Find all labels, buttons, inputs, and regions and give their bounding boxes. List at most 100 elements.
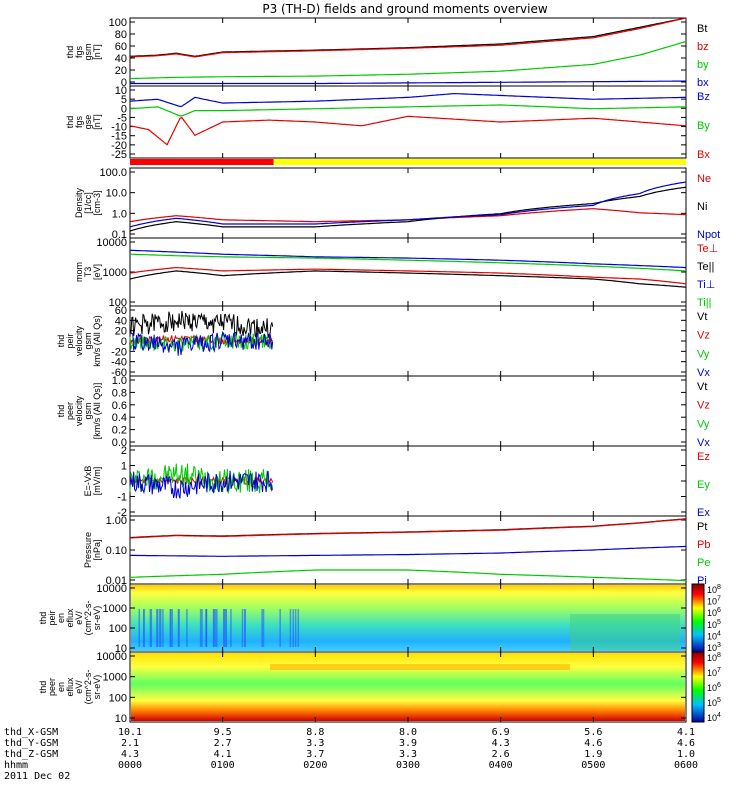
y-tick-label: 10000 [96, 237, 127, 249]
y-tick-label: 0.2 [112, 425, 127, 437]
legend-Bx: Bx [697, 149, 710, 161]
series-Ti⊥ [129, 249, 687, 269]
y-tick-label: 100 [109, 692, 127, 704]
y-tick-label: 100 [109, 17, 127, 29]
y-tick-label: -2 [117, 507, 127, 519]
series-Pe [129, 569, 686, 582]
ephemeris-row-label: thd_Y-GSM [4, 738, 59, 749]
series-Pt [129, 518, 687, 539]
heatmap-streak [149, 609, 152, 647]
series-Vt [129, 310, 274, 339]
y-tick-label: 80 [115, 29, 127, 41]
y-tick-label: 0.0 [112, 437, 127, 449]
y-tick-label: 0 [121, 336, 127, 348]
y-axis-label: peer [65, 402, 75, 420]
heatmap-streak [279, 609, 281, 647]
y-axis-label: mom [74, 262, 84, 282]
y-tick-label: 1 [121, 461, 127, 473]
y-axis-label: [eV] [92, 264, 102, 280]
y-axis-label: en [56, 613, 66, 623]
colorbar-tick: 105 [707, 619, 721, 630]
legend-Vy: Vy [697, 348, 710, 360]
heatmap-streak [225, 609, 227, 647]
ephemeris-value: 9.5 [213, 727, 232, 738]
y-axis-label: thd [56, 335, 66, 348]
heatmap-region [570, 614, 680, 650]
y-tick-label: -25 [111, 149, 127, 161]
ephemeris-value: 0400 [488, 760, 513, 771]
y-axis-label: fgs [74, 116, 84, 129]
y-tick-label: -15 [111, 131, 127, 143]
y-tick-label: 0.4 [112, 412, 127, 424]
heatmap-streak [159, 609, 162, 647]
ephemeris-value: 10.1 [117, 727, 143, 738]
y-tick-label: 5 [121, 94, 127, 106]
heatmap-streak [201, 609, 203, 647]
y-axis-label: [nT] [92, 114, 102, 130]
y-axis-label: sr-eV) [92, 675, 102, 700]
y-tick-label: 0.8 [112, 387, 127, 399]
y-axis-label: peer [47, 678, 57, 696]
y-tick-label: 1000 [103, 267, 127, 279]
series-bz [130, 17, 687, 58]
y-axis-label: thd [38, 612, 48, 625]
legend-By: By [697, 120, 710, 132]
legend-Pt: Pt [697, 521, 707, 533]
ephemeris-value: 0600 [673, 760, 699, 771]
series-Ti|| [129, 253, 687, 272]
colorbar-tick: 106 [707, 682, 721, 693]
heatmap-streak [158, 609, 161, 647]
legend-Vx: Vx [697, 367, 710, 379]
y-axis-label: eV/ [74, 611, 84, 625]
y-axis-label: thd [65, 116, 75, 129]
y-axis-label: [mV/m] [92, 467, 102, 496]
ephemeris-value: 1.9 [584, 749, 603, 760]
panel-frame [129, 17, 687, 87]
heatmap-streak [292, 609, 294, 647]
y-axis-label: E=-VxB [83, 466, 93, 497]
y-tick-label: 1.0 [112, 208, 127, 220]
panel-mode_bar [130, 159, 686, 165]
heatmap-streak [199, 609, 202, 647]
y-axis-label: (cm^2-s- [83, 670, 93, 705]
heatmap-streak [186, 609, 188, 647]
y-axis-label: gsm [83, 402, 93, 419]
ephemeris-value: 0200 [303, 760, 328, 771]
colorbar-tick: 104 [707, 630, 721, 641]
legend-Npot: Npot [697, 229, 720, 241]
panel-efield: E=-VxB [mV/m] 2 1 0 -1 -2 Ez Ey Ex [83, 445, 710, 519]
y-axis-label: fgs [74, 46, 84, 59]
y-tick-label: -20 [111, 140, 127, 152]
ephemeris-value: 0500 [581, 760, 606, 771]
legend-bx: bx [697, 77, 709, 89]
ephemeris-value: 2.1 [120, 738, 140, 749]
panel-frame [129, 237, 687, 307]
legend-Vt: Vt [697, 381, 707, 393]
legend-Bt: Bt [697, 23, 707, 35]
y-tick-label: -60 [111, 367, 127, 379]
ephemeris-value: 3.3 [306, 738, 325, 749]
y-axis-label: [nT] [92, 44, 102, 60]
panel-peir_velocity: thd peir velocity gsm km/s (All Qs) 6040200-2… [56, 305, 710, 379]
legend-Ne: Ne [697, 173, 711, 185]
y-axis-label: thd [56, 405, 66, 418]
series-Vx [129, 330, 274, 356]
panel-peer_eflux: thd peer en eflux eV/(cm^2-s-sr-eV) 108 107 106… [38, 651, 721, 725]
y-axis-label: [1/cc] [83, 192, 93, 214]
y-tick-label: 0.6 [112, 400, 127, 412]
legend-Vz: Vz [697, 400, 710, 412]
legend-Te⊥: Te⊥ [697, 243, 718, 255]
y-tick-label: 100.0 [99, 167, 127, 179]
heatmap-streak [169, 609, 172, 647]
ephemeris-value: 1.0 [676, 749, 696, 760]
y-tick-label: 100 [109, 623, 127, 635]
colorbar-tick: 104 [707, 712, 721, 723]
series-Ni [129, 186, 687, 232]
y-tick-label: -40 [111, 357, 127, 369]
date-label: 2011 Dec 02 [4, 771, 71, 782]
series-by [129, 40, 687, 80]
y-tick-label: 0.10 [106, 545, 127, 557]
heatmap-field [131, 653, 685, 721]
y-tick-label: 10 [115, 85, 127, 97]
ephemeris-value: 8.8 [306, 727, 325, 738]
